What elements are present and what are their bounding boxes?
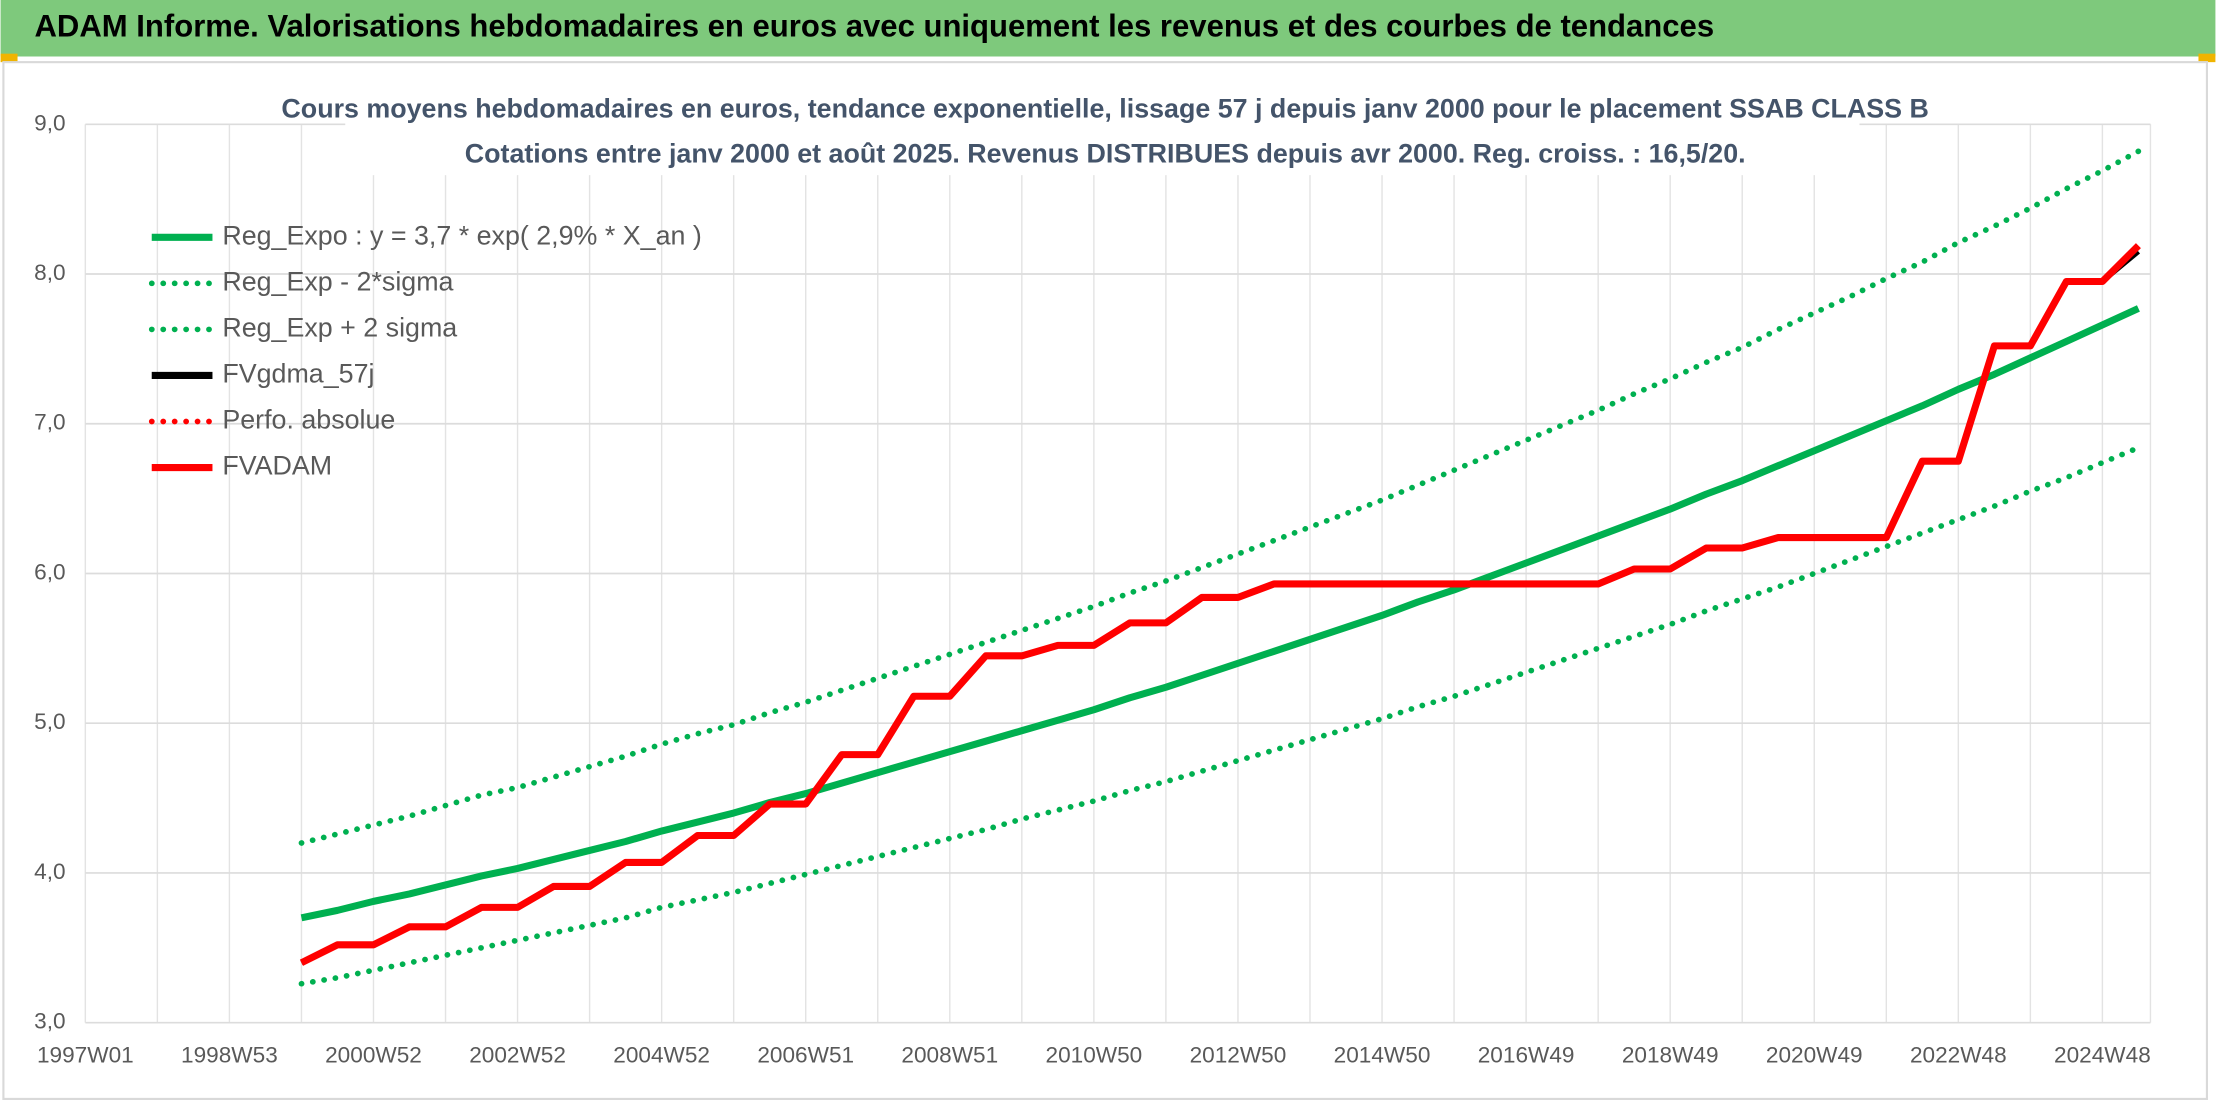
x-tick-label: 2002W52 [469, 1043, 566, 1068]
x-tick-label: 2022W48 [1910, 1043, 2007, 1068]
plot-area: 3,0 4,0 5,0 6,0 7,0 8,0 9,0 1997W01 1998W53 2000W… [34, 110, 2152, 1068]
x-tick-label: 2000W52 [325, 1043, 422, 1068]
legend-label: Perfo. absolue [222, 405, 395, 435]
x-tick-label: 1998W53 [181, 1043, 278, 1068]
series-line [298, 444, 2142, 987]
y-tick-label: 6,0 [34, 559, 65, 584]
x-tick-label: 2008W51 [901, 1043, 998, 1068]
y-tick-label: 3,0 [34, 1009, 65, 1034]
series-line [298, 148, 2142, 846]
y-tick-label: 7,0 [34, 410, 65, 435]
x-tick-label: 2006W51 [757, 1043, 854, 1068]
x-tick-label: 1997W01 [37, 1043, 134, 1068]
x-tick-label: 2018W49 [1622, 1043, 1719, 1068]
chart-border [2, 61, 2208, 1100]
legend-label: Reg_Exp - 2*sigma [222, 266, 453, 296]
legend-label: Reg_Exp + 2 sigma [222, 312, 457, 342]
legend-label: FVgdma_57j [222, 359, 374, 389]
legend-label: FVADAM [222, 451, 332, 481]
chart-title: Cours moyens hebdomadaires en euros, ten… [281, 93, 1928, 123]
header-title: ADAM Informe. Valorisations hebdomadaire… [34, 8, 1714, 43]
chart-subtitle: Cotations entre janv 2000 et août 2025. … [465, 138, 1746, 168]
header-bar [0, 0, 2216, 57]
y-tick-label: 8,0 [34, 260, 65, 285]
x-tick-label: 2004W52 [613, 1043, 710, 1068]
y-tick-label: 5,0 [34, 709, 65, 734]
x-tick-label: 2020W49 [1766, 1043, 1863, 1068]
series-line [299, 243, 2141, 966]
y-tick-label: 9,0 [34, 110, 65, 135]
corner-mark [2198, 53, 2216, 63]
title-backdrop [345, 90, 1860, 176]
x-tick-label: 2014W50 [1334, 1043, 1431, 1068]
y-tick-label: 4,0 [34, 859, 65, 884]
x-tick-label: 2012W50 [1190, 1043, 1287, 1068]
legend-label: Reg_Expo : y = 3,7 * exp( 2,9% * X_an ) [222, 220, 701, 250]
series-line [300, 305, 2140, 922]
x-tick-label: 2024W48 [2054, 1043, 2151, 1068]
x-tick-label: 2010W50 [1046, 1043, 1143, 1068]
x-tick-label: 2016W49 [1478, 1043, 1575, 1068]
corner-mark [0, 53, 18, 63]
